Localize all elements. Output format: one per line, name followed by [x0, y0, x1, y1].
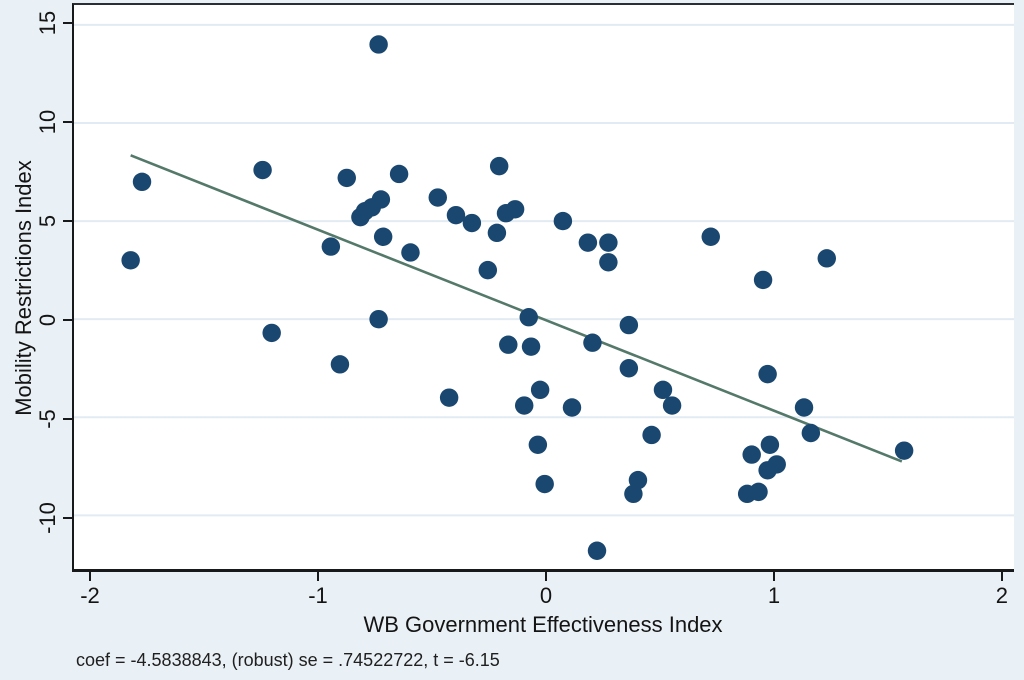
y-axis-title: Mobility Restrictions Index — [11, 160, 36, 416]
data-point — [371, 190, 391, 209]
x-tick-mark — [1000, 572, 1003, 581]
data-point — [121, 251, 140, 270]
data-point — [753, 270, 773, 290]
data-point — [505, 200, 525, 219]
y-tick-mark — [63, 417, 72, 420]
data-point — [794, 398, 814, 417]
data-point — [499, 335, 518, 354]
data-point — [519, 308, 538, 327]
data-point — [701, 227, 720, 246]
y-tick-label: 0 — [35, 313, 60, 327]
plot-canvas — [74, 23, 1014, 560]
data-point — [553, 211, 573, 231]
x-tick-mark — [772, 572, 775, 581]
data-point — [321, 237, 341, 256]
data-point — [583, 333, 602, 352]
x-tick-label: 0 — [539, 583, 553, 608]
data-point — [760, 435, 780, 454]
data-point — [489, 156, 509, 176]
x-tick-label: 1 — [767, 583, 781, 608]
y-tick-mark — [63, 516, 72, 519]
data-point — [578, 233, 598, 252]
data-point — [653, 380, 673, 400]
y-tick-mark — [63, 318, 72, 321]
data-point — [530, 380, 550, 400]
data-point — [369, 35, 388, 54]
data-point — [337, 168, 356, 188]
y-tick-mark — [63, 219, 72, 222]
y-tick-label: 10 — [35, 109, 60, 135]
data-point — [742, 445, 761, 464]
plot-area — [72, 3, 1014, 572]
data-point — [619, 315, 639, 335]
data-point — [767, 455, 786, 474]
x-tick-mark — [89, 572, 91, 581]
data-point — [662, 396, 682, 415]
data-point — [262, 323, 281, 343]
data-point — [894, 441, 914, 460]
y-tick-label: 15 — [35, 10, 60, 36]
data-point — [599, 253, 618, 272]
data-point — [528, 435, 548, 454]
data-point — [487, 223, 507, 243]
data-point — [749, 482, 768, 502]
regression-stats-caption: coef = -4.5838843, (robust) se = .745227… — [76, 650, 500, 670]
x-tick-label: 2 — [995, 583, 1009, 608]
data-point — [253, 160, 272, 180]
data-point — [439, 388, 459, 407]
x-tick-label: -2 — [80, 583, 100, 608]
y-tick-label: -10 — [35, 502, 60, 534]
data-point — [619, 359, 639, 378]
data-point — [817, 249, 837, 268]
data-point — [628, 470, 648, 490]
data-point — [642, 425, 661, 445]
data-point — [446, 205, 466, 225]
data-point — [758, 364, 777, 384]
y-tick-label: -5 — [35, 409, 60, 429]
data-point — [132, 172, 152, 192]
x-tick-label: -1 — [308, 583, 328, 608]
x-tick-mark — [544, 572, 547, 581]
data-point — [587, 541, 607, 560]
data-point — [369, 309, 388, 329]
data-point — [462, 213, 482, 233]
data-point — [514, 396, 534, 415]
data-point — [801, 423, 821, 443]
data-point — [428, 188, 447, 207]
data-point — [478, 260, 498, 280]
y-tick-mark — [63, 120, 72, 123]
data-point — [401, 243, 420, 262]
data-point — [521, 337, 541, 356]
x-tick-mark — [316, 572, 319, 581]
y-tick-mark — [63, 21, 72, 24]
data-point — [389, 164, 409, 184]
x-axis-title: WB Government Effectiveness Index — [363, 612, 723, 637]
data-point — [599, 233, 618, 252]
data-point — [330, 355, 350, 374]
data-point — [373, 227, 393, 246]
fit-line — [130, 154, 903, 463]
data-point — [562, 398, 582, 417]
y-tick-label: 5 — [35, 214, 60, 228]
data-point — [535, 474, 554, 494]
